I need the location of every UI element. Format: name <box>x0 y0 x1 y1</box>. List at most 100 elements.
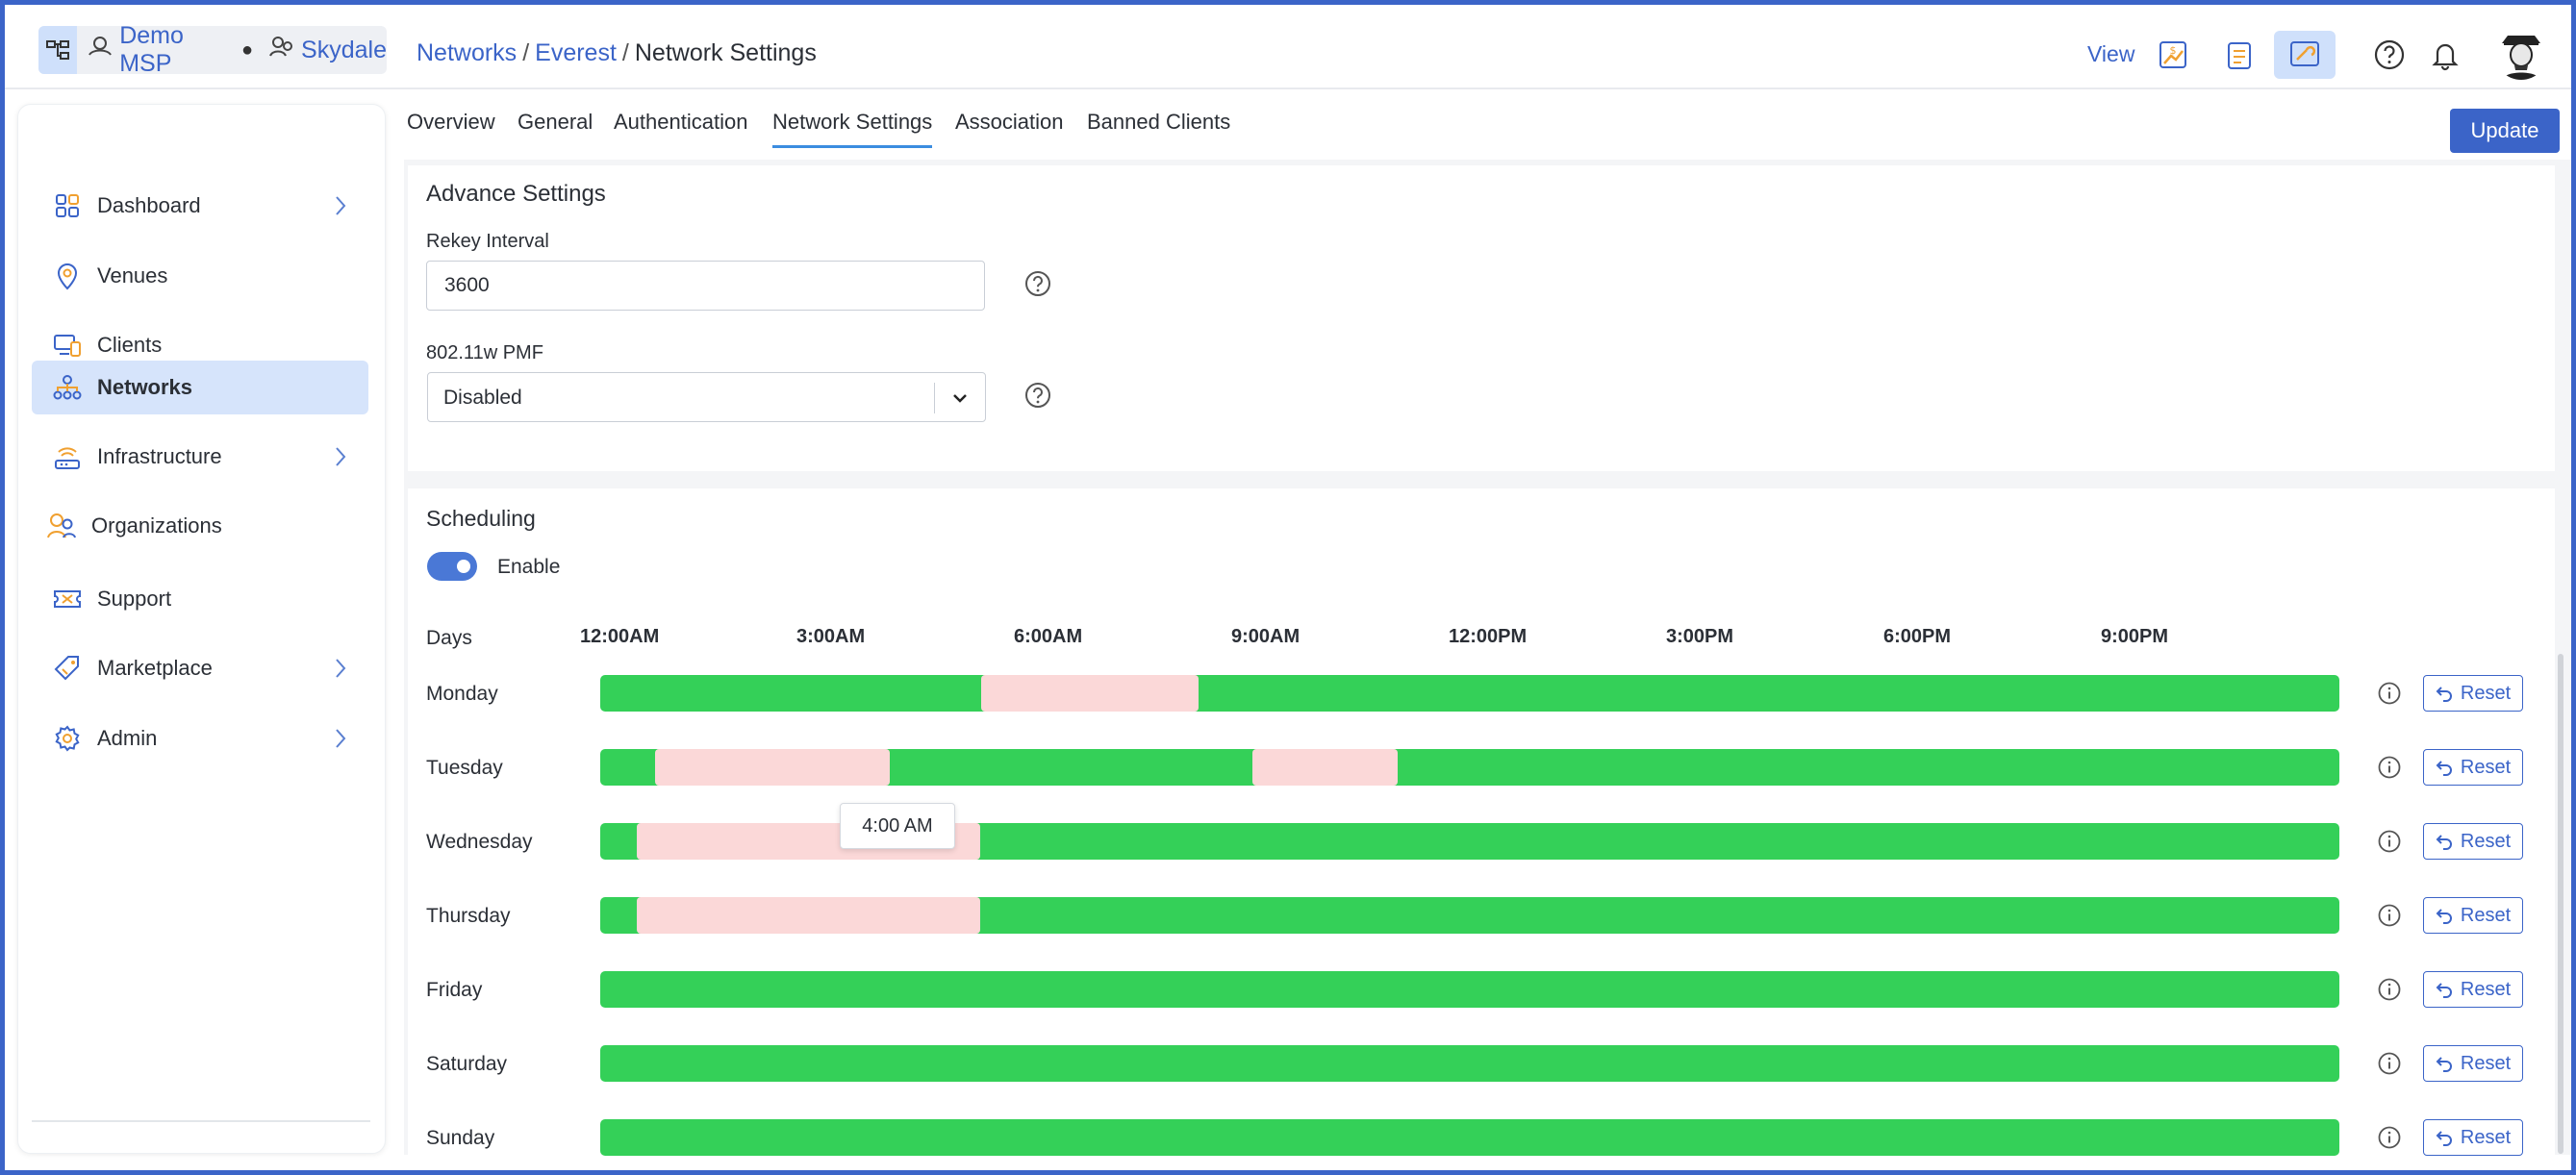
org-switcher[interactable]: Demo MSP ● Skydale <box>38 22 387 77</box>
sub-org-icon <box>268 35 295 66</box>
tab-general[interactable]: General <box>518 110 593 134</box>
chevron-down-icon <box>953 394 967 403</box>
schedule-bar-monday[interactable] <box>600 675 2339 712</box>
rekey-interval-input[interactable] <box>426 261 985 311</box>
sidebar-item-label: Marketplace <box>97 656 213 680</box>
info-icon[interactable] <box>2377 1125 2402 1150</box>
breadcrumb: Networks / Everest / Network Settings <box>417 39 817 67</box>
reset-label: Reset <box>2460 830 2512 852</box>
info-icon[interactable] <box>2377 681 2402 706</box>
schedule-off-block[interactable] <box>1252 749 1398 786</box>
breadcrumb-everest[interactable]: Everest <box>535 39 617 66</box>
sidebar-item-label: Infrastructure <box>97 444 222 468</box>
chevron-right-icon <box>336 447 346 466</box>
tab-authentication[interactable]: Authentication <box>614 110 748 134</box>
reset-button[interactable]: Reset <box>2423 1119 2523 1156</box>
devices-icon <box>51 329 84 362</box>
location-pin-icon <box>51 260 84 292</box>
help-icon[interactable] <box>1023 381 1052 410</box>
info-icon[interactable] <box>2377 903 2402 928</box>
day-label-tuesday: Tuesday <box>426 757 503 779</box>
sidebar-item-support[interactable]: Support <box>32 572 368 626</box>
reset-button[interactable]: Reset <box>2423 1045 2523 1082</box>
sidebar-item-label: Venues <box>97 263 168 288</box>
tools-icon <box>2290 41 2319 66</box>
schedule-off-block[interactable] <box>654 749 891 786</box>
sidebar-item-infrastructure[interactable]: Infrastructure <box>32 430 368 484</box>
view-report-button[interactable] <box>2209 31 2270 79</box>
day-label-saturday: Saturday <box>426 1053 508 1075</box>
sidebar-item-clients[interactable]: Clients <box>32 318 368 372</box>
time-label: 6:00PM <box>1883 626 1952 647</box>
reset-button[interactable]: Reset <box>2423 749 2523 786</box>
breadcrumb-networks[interactable]: Networks <box>417 39 518 66</box>
advance-settings-card <box>408 165 2555 471</box>
bell-icon[interactable] <box>2428 38 2462 72</box>
view-tech-button[interactable] <box>2274 31 2336 79</box>
time-label: 3:00AM <box>796 626 866 647</box>
tab-banned-clients[interactable]: Banned Clients <box>1087 110 1231 134</box>
help-icon[interactable] <box>1023 269 1052 298</box>
rekey-interval-label: Rekey Interval <box>426 231 549 252</box>
help-icon[interactable] <box>2372 38 2407 72</box>
pmf-select[interactable]: Disabled <box>427 372 986 422</box>
scheduling-title: Scheduling <box>426 506 536 531</box>
schedule-off-block[interactable] <box>980 675 1199 712</box>
sidebar-item-venues[interactable]: Venues <box>32 249 368 303</box>
day-label-thursday: Thursday <box>426 905 511 927</box>
sidebar-item-dashboard[interactable]: Dashboard <box>32 179 368 233</box>
tab-association[interactable]: Association <box>955 110 1064 134</box>
sidebar-item-organizations[interactable]: Organizations <box>32 499 368 553</box>
advance-settings-title: Advance Settings <box>426 181 606 207</box>
schedule-bar-tuesday[interactable] <box>600 749 2339 786</box>
info-icon[interactable] <box>2377 1051 2402 1076</box>
org-name[interactable]: Demo MSP <box>119 22 184 77</box>
chevron-right-icon <box>336 659 346 678</box>
sidebar-item-networks[interactable]: Networks <box>32 361 368 414</box>
toggle-knob <box>457 560 470 573</box>
view-billing-button[interactable]: $ <box>2142 31 2204 79</box>
breadcrumb-separator: / <box>522 39 530 66</box>
info-icon[interactable] <box>2377 977 2402 1002</box>
reset-button[interactable]: Reset <box>2423 971 2523 1008</box>
reset-button[interactable]: Reset <box>2423 897 2523 934</box>
tab-overview[interactable]: Overview <box>407 110 495 134</box>
avatar[interactable] <box>2494 26 2548 80</box>
sidebar-item-admin[interactable]: Admin <box>32 712 368 765</box>
ticket-icon <box>51 583 84 615</box>
org-separator: ● <box>240 38 254 61</box>
info-icon[interactable] <box>2377 755 2402 780</box>
update-button[interactable]: Update <box>2450 109 2560 153</box>
schedule-bar-saturday[interactable] <box>600 1045 2339 1082</box>
scheduling-toggle[interactable] <box>427 552 477 581</box>
undo-icon <box>2436 761 2452 776</box>
tab-bar: Overview General Authentication Network … <box>404 92 2571 160</box>
sub-org-name[interactable]: Skydale <box>301 36 387 63</box>
time-label: 12:00PM <box>1449 626 1528 647</box>
info-icon[interactable] <box>2377 829 2402 854</box>
schedule-bar-thursday[interactable] <box>600 897 2339 934</box>
router-icon <box>51 440 84 473</box>
day-label-friday: Friday <box>426 979 483 1001</box>
tab-network-settings[interactable]: Network Settings <box>772 110 933 148</box>
reset-label: Reset <box>2460 1126 2512 1148</box>
reset-label: Reset <box>2460 682 2512 704</box>
users-icon <box>45 510 78 542</box>
day-label-wednesday: Wednesday <box>426 831 533 853</box>
reset-button[interactable]: Reset <box>2423 823 2523 860</box>
scrollbar[interactable] <box>2558 654 2563 1154</box>
pmf-label: 802.11w PMF <box>426 342 543 363</box>
sidebar-item-label: Networks <box>97 375 193 399</box>
reset-button[interactable]: Reset <box>2423 675 2523 712</box>
breadcrumb-current: Network Settings <box>634 39 817 66</box>
sidebar-item-label: Organizations <box>91 513 222 538</box>
schedule-bar-sunday[interactable] <box>600 1119 2339 1156</box>
reset-label: Reset <box>2460 904 2512 926</box>
hierarchy-icon[interactable] <box>38 26 78 74</box>
gear-icon <box>51 722 84 755</box>
day-label-monday: Monday <box>426 683 498 705</box>
sidebar-item-marketplace[interactable]: Marketplace <box>32 641 368 695</box>
schedule-off-block[interactable] <box>636 897 981 934</box>
schedule-bar-friday[interactable] <box>600 971 2339 1008</box>
undo-icon <box>2436 983 2452 998</box>
